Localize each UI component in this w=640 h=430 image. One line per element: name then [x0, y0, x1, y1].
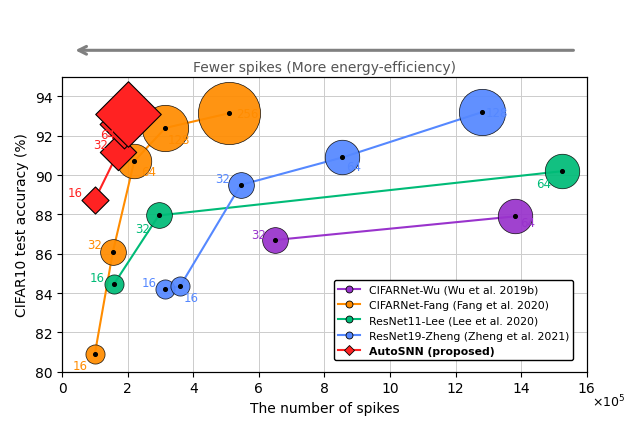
Point: [108, 249, 118, 256]
Point: [557, 169, 567, 175]
Text: 64: 64: [346, 160, 362, 173]
Text: 16: 16: [184, 291, 199, 304]
Text: 128: 128: [485, 107, 508, 120]
Point: [160, 286, 170, 293]
Text: 32: 32: [93, 139, 108, 152]
Point: [175, 283, 185, 290]
Point: [160, 125, 170, 132]
Point: [109, 281, 119, 288]
Point: [108, 249, 118, 256]
Point: [477, 110, 487, 117]
Point: [337, 155, 348, 162]
Point: [160, 286, 170, 293]
Text: 32: 32: [215, 172, 230, 185]
Point: [337, 155, 348, 162]
Point: [154, 212, 164, 219]
Text: $\times10^5$: $\times10^5$: [592, 393, 625, 409]
Point: [509, 213, 520, 220]
Text: 16: 16: [68, 187, 83, 200]
Text: 16: 16: [90, 271, 105, 284]
Point: [270, 237, 280, 244]
Point: [160, 125, 170, 132]
Text: 64: 64: [536, 178, 552, 191]
Text: 32: 32: [135, 222, 150, 235]
Point: [90, 351, 100, 358]
Text: 64: 64: [141, 165, 156, 178]
Point: [175, 283, 185, 290]
Point: [224, 111, 234, 117]
Text: 64: 64: [100, 129, 115, 142]
Point: [557, 169, 567, 175]
Point: [113, 149, 124, 156]
Text: 32: 32: [252, 228, 266, 241]
Point: [224, 111, 234, 117]
Y-axis label: CIFAR10 test accuracy (%): CIFAR10 test accuracy (%): [15, 133, 29, 316]
Text: 128: 128: [167, 134, 189, 147]
Text: 32: 32: [88, 239, 102, 252]
Point: [236, 182, 246, 189]
Point: [270, 237, 280, 244]
Point: [236, 182, 246, 189]
Text: 64: 64: [520, 216, 535, 229]
Text: 16: 16: [72, 359, 88, 372]
Point: [154, 212, 164, 219]
Point: [129, 159, 140, 166]
Point: [90, 351, 100, 358]
Text: 256: 256: [236, 108, 259, 120]
Point: [109, 281, 119, 288]
Point: [90, 197, 100, 204]
Point: [123, 111, 133, 118]
Point: [509, 213, 520, 220]
Text: 16: 16: [141, 276, 156, 289]
Point: [118, 121, 129, 128]
Legend: CIFARNet-Wu (Wu et al. 2019b), CIFARNet-Fang (Fang et al. 2020), ResNet11-Lee (L: CIFARNet-Wu (Wu et al. 2019b), CIFARNet-…: [334, 280, 573, 361]
X-axis label: Fewer spikes (More energy-efficiency): Fewer spikes (More energy-efficiency): [193, 61, 456, 75]
Point: [129, 159, 140, 166]
Point: [477, 110, 487, 117]
Text: 128: 128: [120, 100, 143, 113]
X-axis label: The number of spikes: The number of spikes: [250, 401, 399, 415]
